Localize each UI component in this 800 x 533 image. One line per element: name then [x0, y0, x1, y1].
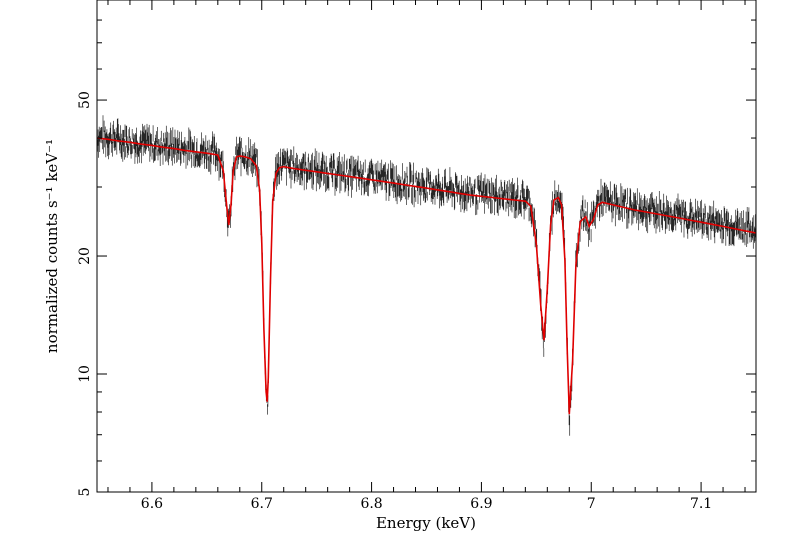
axis-ticks [97, 0, 756, 493]
y-axis-label: normalized counts s⁻¹ keV⁻¹ [43, 139, 61, 353]
x-tick-label: 6.9 [470, 496, 492, 512]
plot-frame [96, 0, 757, 493]
x-tick-label: 6.8 [360, 496, 382, 512]
x-tick-label: 7.1 [690, 496, 712, 512]
y-tick-labels: 5 10 20 50 [77, 91, 93, 496]
x-tick-labels: 6.6 6.7 6.8 6.9 7 7.1 [141, 496, 712, 512]
x-axis-label: Energy (keV) [376, 514, 476, 532]
x-tick-label: 6.6 [141, 496, 163, 512]
model-fit-line [96, 137, 757, 415]
y-tick-label: 20 [77, 247, 93, 265]
y-tick-label: 10 [77, 365, 93, 383]
y-tick-label: 50 [77, 91, 93, 109]
x-tick-label: 7 [587, 496, 596, 512]
y-tick-label: 5 [77, 488, 93, 497]
x-tick-label: 6.7 [251, 496, 273, 512]
